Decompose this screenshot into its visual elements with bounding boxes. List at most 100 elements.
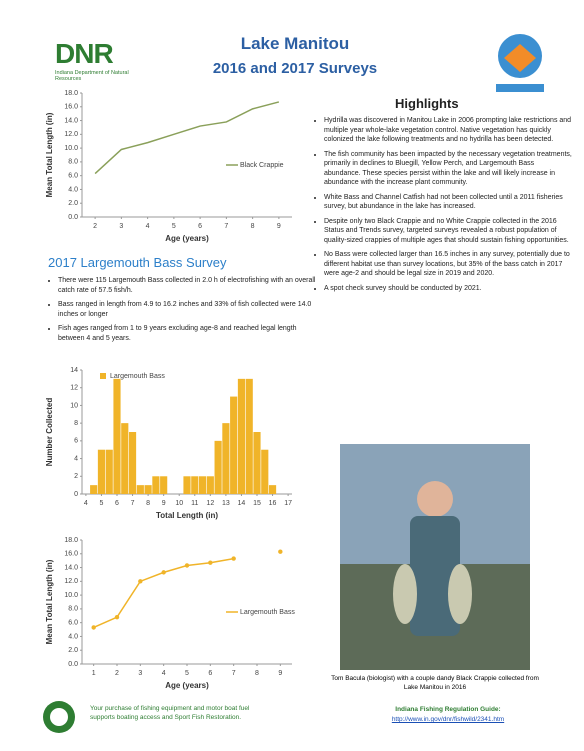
x-axis-title: Age (years) — [165, 234, 209, 243]
y-tick-label: 6 — [74, 438, 78, 445]
x-tick-label: 2 — [115, 670, 119, 677]
bar — [222, 423, 229, 494]
section-heading: 2017 Largemouth Bass Survey — [48, 255, 227, 270]
y-tick-label: 4 — [74, 455, 78, 462]
bar — [121, 423, 128, 494]
y-tick-label: 8.0 — [68, 159, 78, 166]
guide: Indiana Fishing Regulation Guide: http:/… — [348, 705, 548, 725]
bar — [98, 450, 105, 494]
x-tick-label: 6 — [198, 223, 202, 230]
bullet: The fish community has been impacted by … — [324, 150, 572, 188]
point — [278, 550, 282, 554]
bar — [246, 379, 253, 494]
title-block: Lake Manitou 2016 and 2017 Surveys — [180, 34, 410, 77]
bullet: There were 115 Largemouth Bass collected… — [58, 276, 320, 295]
y-tick-label: 14.0 — [64, 564, 78, 571]
bullet: Hydrilla was discovered in Manitou Lake … — [324, 116, 572, 145]
x-tick-label: 17 — [284, 500, 292, 507]
x-axis-title: Total Length (in) — [156, 511, 218, 520]
guide-link[interactable]: http://www.in.gov/dnr/fishwild/2341.htm — [348, 715, 548, 725]
bar — [129, 432, 136, 494]
bar — [106, 450, 113, 494]
bullet: Bass ranged in length from 4.9 to 16.2 i… — [58, 300, 320, 319]
bar — [191, 476, 198, 494]
bar — [183, 476, 190, 494]
x-tick-label: 8 — [146, 500, 150, 507]
x-tick-label: 7 — [224, 223, 228, 230]
bar — [215, 441, 222, 494]
x-tick-label: 2 — [93, 223, 97, 230]
x-tick-label: 7 — [131, 500, 135, 507]
y-tick-label: 18.0 — [64, 90, 78, 97]
y-tick-label: 14 — [70, 367, 78, 374]
x-tick-label: 1 — [92, 670, 96, 677]
legend-swatch — [100, 373, 106, 379]
bar — [137, 485, 144, 494]
y-tick-label: 12 — [70, 385, 78, 392]
bar — [90, 485, 97, 494]
x-tick-label: 3 — [138, 670, 142, 677]
y-axis-title: Number Collected — [45, 398, 54, 467]
y-tick-label: 2.0 — [68, 647, 78, 654]
restoration-logo — [42, 700, 76, 734]
x-tick-label: 9 — [162, 500, 166, 507]
y-tick-label: 12.0 — [64, 131, 78, 138]
legend-label: Black Crappie — [240, 162, 284, 169]
bullet: Despite only two Black Crappie and no Wh… — [324, 217, 572, 246]
highlights-heading: Highlights — [395, 96, 459, 111]
y-tick-label: 10.0 — [64, 592, 78, 599]
photo-caption: Tom Bacula (biologist) with a couple dan… — [330, 674, 540, 692]
bullet-list: Hydrilla was discovered in Manitou Lake … — [312, 116, 572, 298]
bar — [261, 450, 268, 494]
bar — [152, 476, 159, 494]
bar — [269, 485, 276, 494]
x-tick-label: 14 — [238, 500, 246, 507]
x-tick-label: 5 — [185, 670, 189, 677]
x-tick-label: 6 — [115, 500, 119, 507]
bar — [145, 485, 152, 494]
bullet-list: There were 115 Largemouth Bass collected… — [46, 276, 320, 348]
x-tick-label: 9 — [277, 223, 281, 230]
y-axis-title: Mean Total Length (in) — [45, 559, 54, 644]
chart: 024681012144567891011121314151617Total L… — [40, 362, 300, 530]
x-tick-label: 6 — [208, 670, 212, 677]
x-tick-label: 8 — [251, 223, 255, 230]
y-tick-label: 4.0 — [68, 633, 78, 640]
bar — [160, 476, 167, 494]
x-tick-label: 13 — [222, 500, 230, 507]
y-tick-label: 0.0 — [68, 214, 78, 221]
y-tick-label: 6.0 — [68, 620, 78, 627]
y-tick-label: 6.0 — [68, 173, 78, 180]
photo — [340, 444, 530, 670]
bullet: A spot check survey should be conducted … — [324, 284, 572, 294]
x-tick-label: 4 — [84, 500, 88, 507]
y-tick-label: 18.0 — [64, 537, 78, 544]
bullet: No Bass were collected larger than 16.5 … — [324, 250, 572, 279]
emblem — [490, 28, 550, 98]
bar — [113, 379, 120, 494]
x-tick-label: 16 — [269, 500, 277, 507]
y-axis-title: Mean Total Length (in) — [45, 112, 54, 197]
bullet: Fish ages ranged from 1 to 9 years exclu… — [58, 324, 320, 343]
bar — [230, 397, 237, 494]
logo-sub: Indiana Department of Natural Resources — [55, 70, 135, 82]
y-tick-label: 16.0 — [64, 104, 78, 111]
footer-note: Your purchase of fishing equipment and m… — [90, 704, 260, 722]
bar — [199, 476, 206, 494]
x-tick-label: 11 — [191, 500, 198, 507]
legend-label: Largemouth Bass — [240, 609, 295, 616]
y-tick-label: 2 — [74, 473, 78, 480]
bar — [207, 476, 214, 494]
subtitle: 2016 and 2017 Surveys — [180, 60, 410, 77]
y-tick-label: 2.0 — [68, 200, 78, 207]
y-tick-label: 0.0 — [68, 661, 78, 668]
y-tick-label: 8 — [74, 420, 78, 427]
title: Lake Manitou — [180, 34, 410, 54]
bar — [253, 432, 260, 494]
y-tick-label: 14.0 — [64, 117, 78, 124]
logo: DNR Indiana Department of Natural Resour… — [55, 38, 135, 82]
y-tick-label: 10 — [70, 402, 78, 409]
x-tick-label: 10 — [175, 500, 183, 507]
